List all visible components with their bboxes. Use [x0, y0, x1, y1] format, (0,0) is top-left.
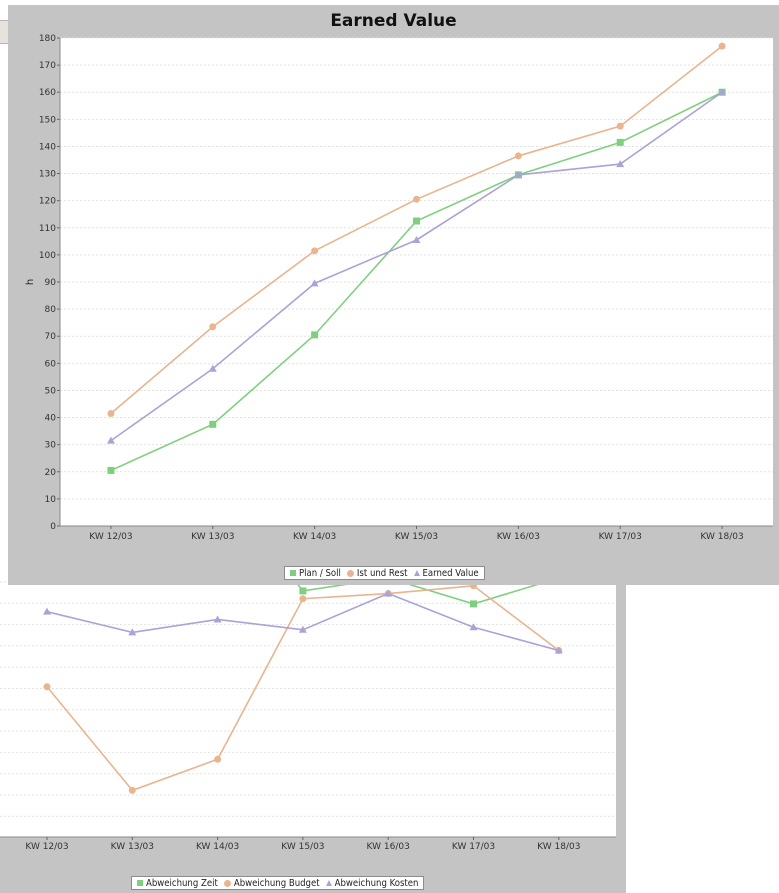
- data-point-2-0: [106, 436, 115, 444]
- data-point-2-2: [310, 279, 319, 287]
- y-tick-label: 80: [45, 305, 57, 315]
- data-point-2-5: [616, 160, 625, 168]
- legend-label: Ist und Rest: [356, 567, 408, 579]
- data-point-1-3: [299, 595, 307, 603]
- x-tick-label: KW 14/03: [293, 532, 336, 542]
- data-point-1-2: [311, 247, 319, 255]
- y-tick-label: 70: [45, 332, 57, 342]
- data-point-2-2: [213, 615, 222, 623]
- data-point-1-2: [214, 755, 222, 763]
- x-tick-label: KW 15/03: [281, 842, 324, 852]
- y-tick-label: 180: [39, 34, 56, 44]
- y-tick-label: 20: [45, 468, 57, 478]
- chart-title: Earned Value: [330, 11, 457, 31]
- x-tick-label: KW 13/03: [111, 842, 154, 852]
- legend-item-ist-und-rest: Ist und Rest: [346, 567, 408, 579]
- y-tick-label: 170: [39, 61, 56, 71]
- y-tick-label: 110: [39, 224, 56, 234]
- x-tick-label: KW 17/03: [599, 532, 642, 542]
- y-tick-label: 30: [45, 441, 57, 451]
- x-tick-label: KW 18/03: [700, 532, 743, 542]
- data-point-2-4: [384, 589, 393, 597]
- data-point-0-3: [413, 217, 420, 225]
- legend-label: Abweichung Budget: [233, 877, 320, 889]
- data-point-2-6: [554, 646, 563, 654]
- deviation-plot-area: [0, 578, 616, 837]
- legend-label: Abweichung Zeit: [146, 877, 218, 889]
- triangle-marker-icon: [325, 880, 332, 886]
- x-tick-label: KW 18/03: [537, 842, 580, 852]
- x-tick-label: KW 14/03: [196, 842, 239, 852]
- legend-item-plan-soll: Plan / Soll: [290, 568, 341, 579]
- data-point-2-1: [208, 364, 217, 372]
- legend-item-abweichung-kosten: Abweichung Kosten: [325, 877, 419, 889]
- legend-item-abweichung-budget: Abweichung Budget: [223, 877, 320, 889]
- data-point-2-3: [412, 235, 421, 243]
- data-point-2-3: [298, 625, 307, 633]
- x-tick-label: KW 15/03: [395, 532, 438, 542]
- x-tick-label: KW 12/03: [25, 842, 68, 852]
- series-line-1: [110, 45, 723, 415]
- x-tick-label: KW 17/03: [452, 842, 495, 852]
- data-point-1-3: [413, 195, 420, 203]
- series-line-0: [110, 91, 723, 472]
- deviation-chart-panel: [0, 578, 626, 893]
- circle-marker-icon: [223, 879, 231, 887]
- y-tick-label: 140: [39, 142, 56, 152]
- y-tick-label: 40: [45, 414, 57, 424]
- y-tick-label: 90: [45, 278, 57, 288]
- y-tick-label: 50: [45, 386, 57, 396]
- legend-label: Earned Value: [422, 567, 479, 579]
- y-tick-label: 160: [39, 88, 56, 98]
- legend-item-earned-value: Earned Value: [413, 567, 479, 579]
- legend-item-abweichung-zeit: Abweichung Zeit: [137, 878, 218, 889]
- data-point-0-5: [470, 600, 477, 608]
- data-point-0-3: [299, 587, 307, 595]
- data-point-1-4: [514, 152, 522, 160]
- data-point-1-6: [718, 42, 726, 50]
- data-point-2-5: [469, 623, 478, 631]
- deviation-legend: Abweichung Zeit Abweichung Budget Abweic…: [131, 876, 425, 890]
- y-tick-label: 130: [39, 170, 56, 180]
- square-marker-icon: [290, 570, 296, 576]
- y-tick-label: 0: [50, 522, 56, 532]
- data-point-2-0: [43, 607, 51, 615]
- y-tick-label: 100: [39, 251, 56, 261]
- circle-marker-icon: [346, 569, 354, 577]
- legend-label: Plan / Soll: [299, 567, 341, 579]
- x-tick-label: KW 13/03: [191, 532, 234, 542]
- data-point-2-6: [718, 88, 727, 96]
- y-tick-label: 10: [45, 495, 57, 505]
- data-point-2-1: [128, 628, 137, 636]
- earned-value-legend: Plan / Soll Ist und Rest Earned Value: [284, 566, 485, 580]
- data-point-1-0: [107, 409, 115, 417]
- y-tick-label: 150: [39, 115, 56, 125]
- data-point-0-1: [209, 420, 217, 428]
- series-line-2: [110, 91, 723, 442]
- legend-label: Abweichung Kosten: [334, 877, 419, 889]
- y-axis-label: h: [25, 279, 36, 285]
- data-point-1-1: [209, 323, 217, 331]
- x-tick-label: KW 12/03: [89, 532, 132, 542]
- data-point-0-5: [616, 138, 624, 146]
- data-point-0-2: [311, 331, 319, 339]
- y-tick-label: 120: [39, 197, 56, 207]
- x-tick-label: KW 16/03: [367, 842, 410, 852]
- x-tick-label: KW 16/03: [497, 532, 540, 542]
- data-point-0-0: [107, 466, 115, 474]
- data-point-1-1: [128, 786, 136, 794]
- series-group-2: [43, 589, 563, 654]
- data-point-1-5: [616, 122, 624, 130]
- data-point-1-0: [43, 683, 51, 691]
- triangle-marker-icon: [413, 570, 420, 576]
- y-tick-label: 60: [45, 359, 57, 369]
- square-marker-icon: [137, 880, 143, 886]
- data-point-2-4: [514, 170, 523, 178]
